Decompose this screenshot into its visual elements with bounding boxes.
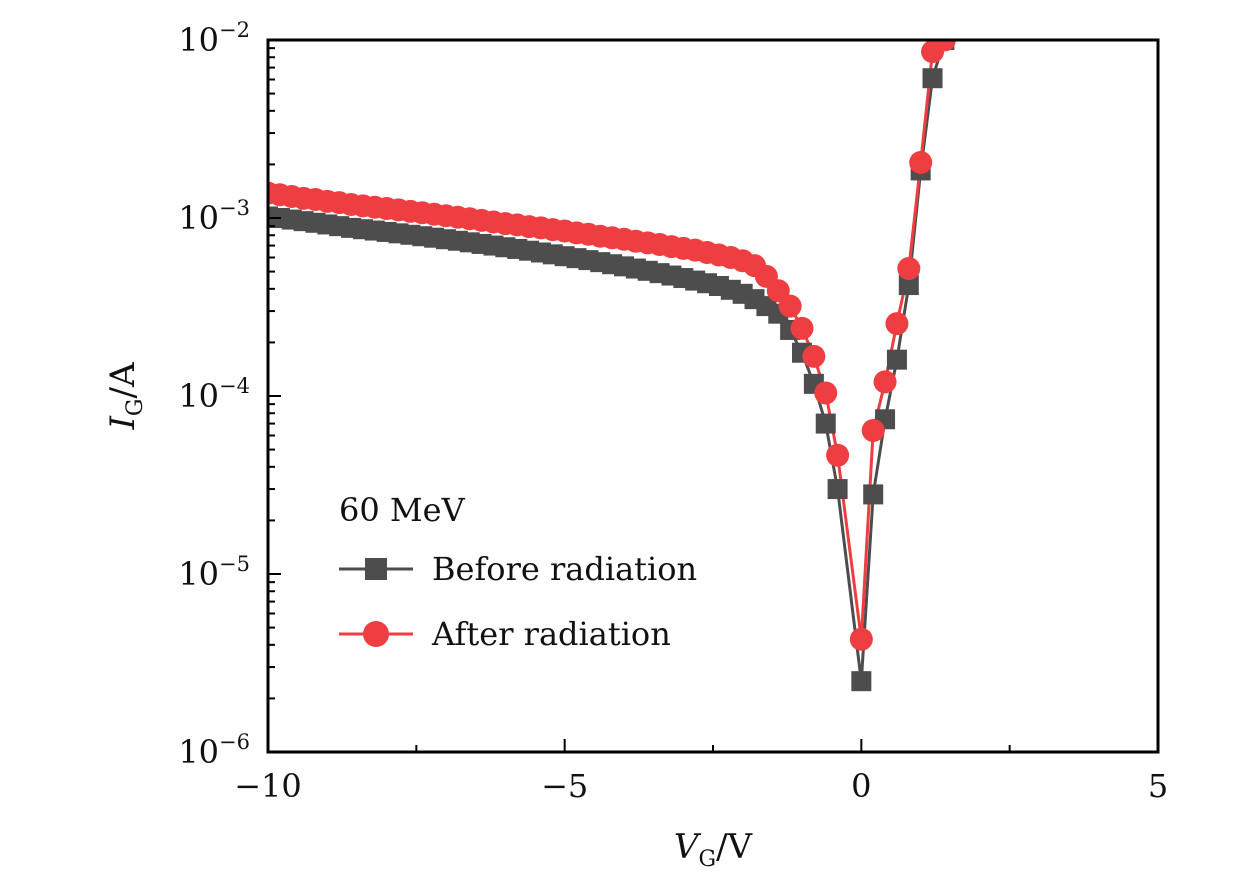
legend-item-before: Before radiation [339, 550, 697, 588]
data-point-after [849, 627, 873, 651]
x-tick-label: 0 [851, 767, 871, 805]
data-point-before [851, 671, 872, 692]
data-point-after [790, 316, 814, 340]
axis-ticks [267, 39, 1159, 753]
data-point-after [897, 257, 921, 281]
data-point-before [886, 349, 907, 370]
data-point-after [873, 370, 897, 394]
data-point-after [861, 418, 885, 442]
data-point-after [932, 40, 956, 52]
legend-label-after: After radiation [431, 615, 671, 653]
data-point-before [898, 275, 919, 296]
y-tick-label: 10−4 [178, 374, 250, 415]
data-point-after [814, 381, 838, 405]
x-tick-label: 5 [1148, 767, 1168, 805]
data-point-before [827, 479, 848, 500]
data-point-before [815, 413, 836, 434]
data-point-before [922, 68, 943, 89]
y-axis-title: IG/A [103, 362, 148, 430]
x-tick-label: −5 [541, 767, 588, 805]
legend-marker-circle [363, 621, 389, 647]
legend-title: 60 MeV [339, 491, 466, 529]
data-point-after [802, 344, 826, 368]
data-point-after [778, 294, 802, 318]
plot-frame [266, 38, 1160, 754]
x-axis-title: VG/V [674, 827, 754, 872]
legend-label-before: Before radiation [432, 550, 697, 588]
data-point-after [885, 312, 909, 336]
series-markers [268, 40, 956, 692]
y-tick-label: 10−6 [178, 730, 250, 771]
data-point-after [909, 151, 933, 175]
y-tick-label: 10−3 [178, 196, 250, 237]
y-tick-label: 10−5 [178, 552, 250, 593]
tick-labels: −10 −5 0 5 10−2 10−3 10−4 10−5 10−6 [178, 18, 1168, 805]
legend: 60 MeV Before radiation After radiation [339, 491, 697, 653]
data-point-before [863, 484, 884, 505]
legend-item-after: After radiation [339, 615, 671, 653]
legend-marker-square [365, 558, 387, 580]
y-tick-label: 10−2 [178, 18, 250, 59]
x-tick-label: −10 [234, 767, 302, 805]
data-point-after [826, 443, 850, 467]
